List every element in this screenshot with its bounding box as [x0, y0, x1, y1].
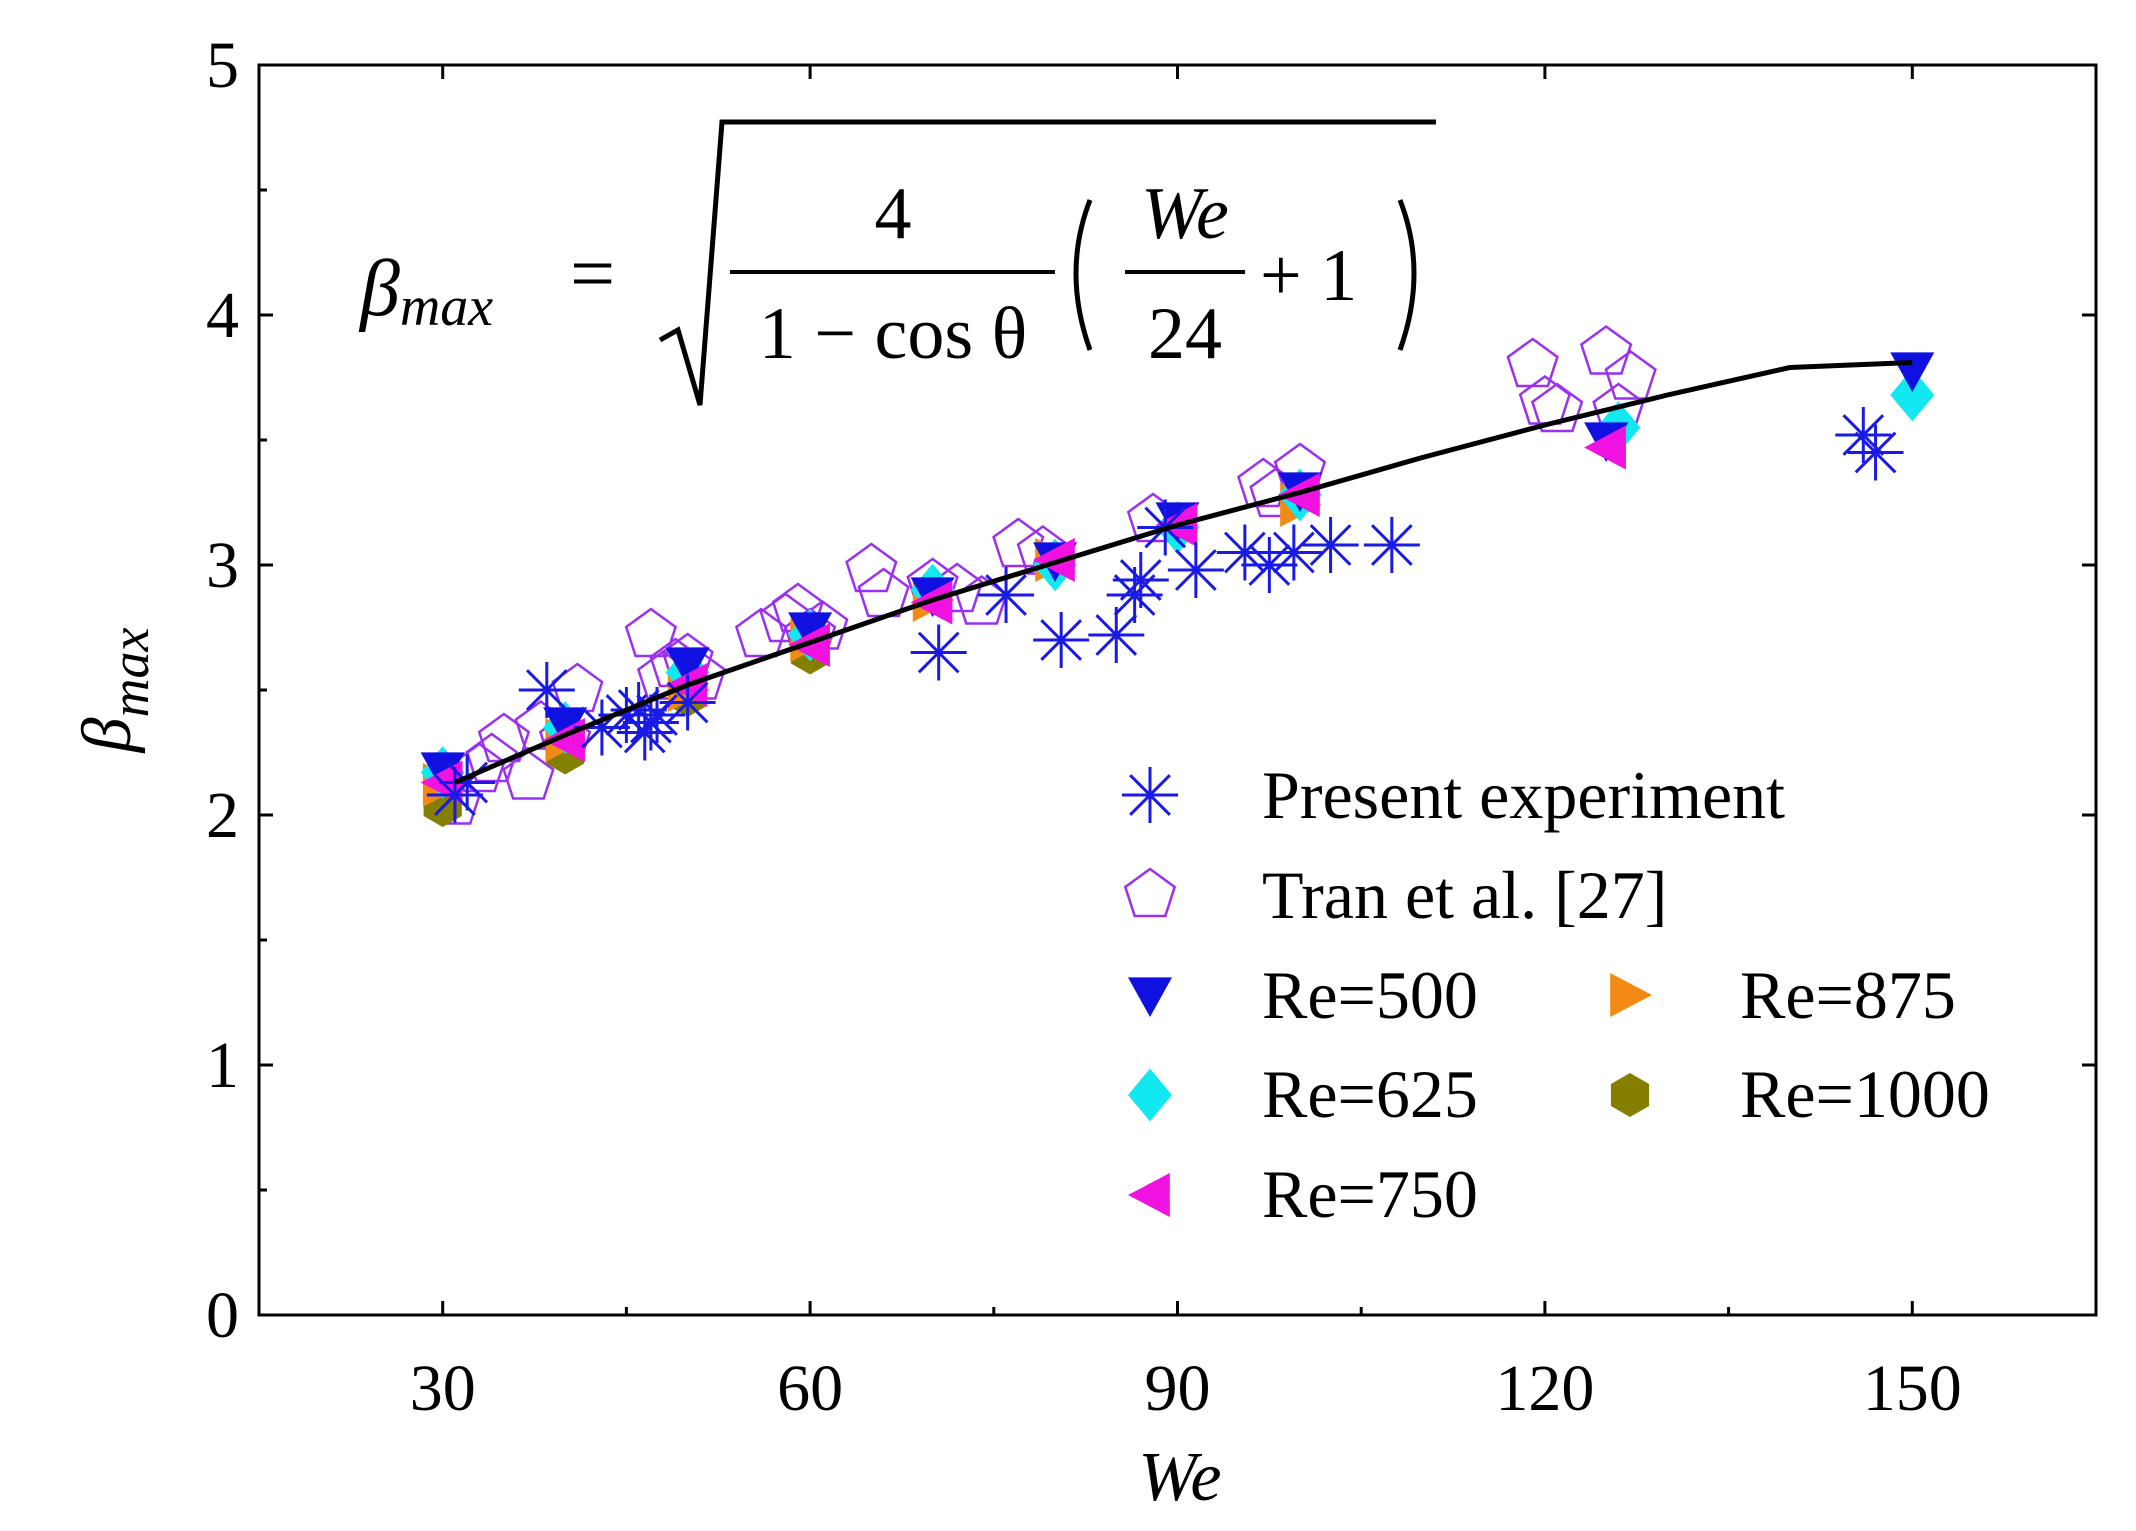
- marker-triangle-down: [788, 612, 833, 652]
- formula-annotation: βmax = 4 1 − cos θ We 24 + 1: [358, 119, 1436, 406]
- marker-asterisk: [1241, 537, 1298, 593]
- x-tick-label: 60: [777, 1352, 843, 1425]
- marker-triangle-down: [543, 707, 588, 747]
- legend-marker-shape: [1123, 867, 1177, 918]
- formula-equals: =: [570, 230, 615, 318]
- marker-asterisk: [1847, 424, 1904, 481]
- y-tick-label: 3: [206, 529, 239, 602]
- marker-asterisk: [1363, 517, 1420, 573]
- marker-pentagon-open: [502, 749, 555, 800]
- marker-pentagon-open: [734, 607, 788, 658]
- x-tick-label: 90: [1145, 1352, 1211, 1425]
- marker-asterisk: [1265, 524, 1322, 581]
- data-markers: [420, 324, 1935, 827]
- legend-marker-re1000: [1610, 1073, 1650, 1117]
- x-tick-label: 120: [1495, 1352, 1594, 1425]
- y-tick-label: 0: [206, 1279, 239, 1352]
- formula-inner-denominator: 24: [1148, 293, 1222, 375]
- formula-left-paren: [1073, 199, 1093, 351]
- marker-asterisk: [659, 674, 716, 731]
- marker-asterisk: [1033, 612, 1090, 668]
- marker-diamond: [1890, 368, 1935, 422]
- fit-curve: [453, 360, 1913, 785]
- y-tick-label: 4: [206, 279, 239, 352]
- marker-asterisk: [1088, 607, 1145, 663]
- marker-asterisk: [1106, 567, 1163, 623]
- formula-inner-numerator: We: [1141, 173, 1229, 255]
- legend-marker-shape: [1610, 973, 1652, 1017]
- y-tick-label: 5: [206, 29, 239, 102]
- marker-asterisk: [910, 624, 967, 681]
- y-tick-label: 1: [206, 1029, 239, 1102]
- svg-text:βmax: βmax: [358, 245, 493, 338]
- marker-pentagon-open: [759, 592, 812, 643]
- legend-marker-shape: [1128, 1173, 1170, 1217]
- y-axis-title-main: β: [69, 717, 146, 754]
- marker-pentagon-open: [1518, 374, 1572, 425]
- formula-plus-one: + 1: [1260, 235, 1357, 317]
- axis-tick-labels: 30 60 90 120 150 0 1 2 3 4 5: [206, 29, 1962, 1425]
- legend-marker-present-experiment: [1122, 767, 1178, 823]
- y-tick-label: 2: [206, 779, 239, 852]
- legend-label-re750: Re=750: [1262, 1156, 1478, 1232]
- x-axis-title: We: [1139, 1439, 1222, 1516]
- legend-marker-shape: [1122, 767, 1178, 823]
- marker-pentagon-open: [1579, 324, 1633, 375]
- marker-asterisk: [518, 662, 575, 718]
- marker-triangle-down: [665, 647, 710, 687]
- formula-lhs-sub: max: [400, 276, 493, 338]
- legend-marker-shape: [1128, 977, 1172, 1017]
- marker-asterisk: [1167, 542, 1224, 598]
- legend-label-re1000: Re=1000: [1740, 1056, 1990, 1132]
- marker-asterisk: [439, 754, 496, 811]
- legend-marker-re875: [1610, 973, 1652, 1017]
- svg-text:βmax: βmax: [69, 628, 160, 755]
- legend: Present experiment Tran et al. [27] Re=5…: [1122, 757, 1990, 1232]
- legend-marker-re625: [1128, 1068, 1172, 1122]
- y-axis-title-sub: max: [100, 628, 160, 718]
- marker-pentagon-open: [1604, 349, 1657, 400]
- legend-label-re625: Re=625: [1262, 1056, 1478, 1132]
- axis-ticks: [259, 63, 2096, 1317]
- marker-triangle-down: [1890, 352, 1935, 392]
- marker-pentagon-open: [992, 517, 1045, 568]
- marker-pentagon-open: [845, 542, 898, 593]
- marker-pentagon-open: [1530, 382, 1584, 433]
- legend-label-tran: Tran et al. [27]: [1262, 857, 1667, 933]
- formula-denominator: 1 − cos θ: [759, 293, 1027, 375]
- x-tick-label: 150: [1863, 1352, 1962, 1425]
- legend-label-re500: Re=500: [1262, 957, 1478, 1033]
- marker-asterisk: [1835, 407, 1892, 463]
- formula-numerator: 4: [875, 173, 912, 255]
- marker-asterisk: [1112, 552, 1169, 608]
- formula-lhs: β: [358, 245, 400, 333]
- legend-marker-re500: [1128, 977, 1172, 1017]
- marker-asterisk: [1302, 517, 1359, 573]
- marker-triangle-left: [1584, 425, 1626, 470]
- x-tick-label: 30: [410, 1352, 476, 1425]
- legend-label-re875: Re=875: [1740, 957, 1956, 1033]
- formula-radical: [658, 119, 1436, 406]
- legend-marker-tran: [1123, 867, 1177, 918]
- legend-marker-re750: [1128, 1173, 1170, 1217]
- y-axis-title: βmax: [69, 628, 160, 755]
- formula-right-paren: [1397, 199, 1417, 351]
- legend-label-present-experiment: Present experiment: [1262, 757, 1785, 833]
- legend-marker-shape: [1610, 1073, 1650, 1117]
- legend-marker-shape: [1128, 1068, 1172, 1122]
- marker-triangle-left: [1033, 538, 1075, 582]
- marker-asterisk: [1216, 524, 1273, 581]
